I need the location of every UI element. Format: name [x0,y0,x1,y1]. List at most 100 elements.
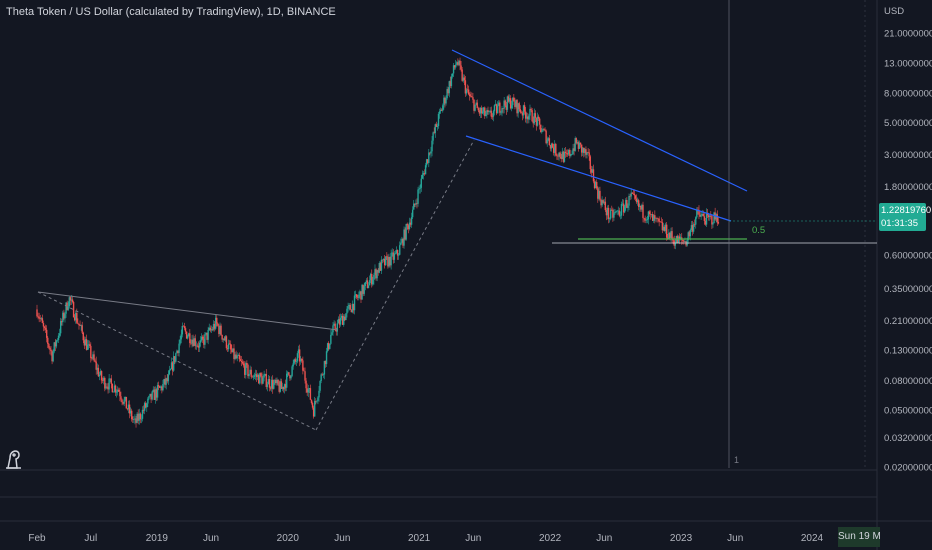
axis-currency-label[interactable]: USD [884,6,905,17]
candle-body [218,325,220,335]
candle-body [614,212,616,214]
candle-body [656,218,658,219]
candle-body [557,155,559,157]
candle-body [81,325,83,333]
candle-body [255,374,258,377]
candle-body [352,303,355,311]
candle-body [476,102,478,109]
candle-body [552,147,555,153]
candle-body [484,107,486,116]
candle-body [702,213,704,217]
current-price-value: 1.22819760 [881,205,932,216]
candle-body [529,108,531,116]
candle-body [296,353,299,362]
candle-body [182,325,185,327]
candle-body [216,317,218,324]
candle-body [665,224,668,238]
candle-body [264,373,266,376]
candle-body [505,105,508,110]
candle-body [692,224,695,232]
candle-body [520,112,523,113]
candle-body [483,107,485,112]
candle-body [597,188,599,199]
candle-body [151,391,153,400]
candle-body [587,152,589,153]
candle-body [340,315,343,318]
candle-body [562,151,565,162]
candle-body [642,204,644,218]
candle-body [87,344,90,345]
candle-body [434,124,436,133]
candle-body [295,361,298,363]
candle-body [58,333,61,336]
candle-body [363,286,365,294]
tradingview-logo-icon[interactable] [4,446,24,470]
candle-body [52,351,54,362]
candle-body [224,336,227,341]
candle-body [378,262,380,273]
candle-body [225,336,228,349]
candle-body [498,102,500,106]
candle-body [269,387,272,389]
candle-body [287,372,289,374]
candle-body [617,210,619,212]
candle-body [168,370,171,375]
candle-body [458,60,460,65]
candle-body [259,373,261,384]
candle-body [489,110,491,112]
candle-body [339,317,342,325]
candle-body [397,254,400,256]
candle-body [367,285,370,289]
candle-body [465,89,468,94]
candle-body [599,190,601,200]
candle-body [519,109,521,113]
y-tick-label: 0.13000000 [884,346,932,357]
candle-body [568,149,570,155]
candle-body [91,358,93,359]
candle-body [491,116,494,118]
candle-body [193,338,195,346]
candle-body [704,220,707,225]
candle-body [165,378,167,385]
candle-body [67,306,69,310]
candle-body [112,391,115,393]
candle-body [92,354,94,359]
candle-body [428,152,430,163]
candle-body [183,326,186,329]
candle-body [517,103,519,114]
candle-body [236,355,238,359]
candle-body [235,354,237,359]
candle-body [696,209,698,218]
grey-dashed-uptrend [315,139,475,431]
candle-body [422,173,425,175]
candle-body [345,313,347,321]
candle-body [273,383,275,389]
candle-body [343,316,345,325]
candle-body [591,169,594,173]
candle-body [424,165,427,175]
candle-body [157,385,160,387]
candle-body [75,313,77,321]
candle-body [383,258,386,266]
candle-body [186,336,189,339]
candle-body [140,418,143,420]
candle-body [262,377,264,384]
candle-body [195,345,198,347]
candle-body [115,391,118,393]
candle-body [409,222,412,225]
grey-resistance-line [37,291,339,331]
candle-body [392,252,394,260]
candle-body [344,316,346,321]
candle-body [441,109,443,111]
candle-body [56,339,59,341]
candle-body [209,327,211,331]
candle-body [358,294,360,298]
candle-body [410,217,413,225]
candle-body [631,192,633,194]
candle-body [217,323,219,326]
price-axis: 21.00000000 13.00000000 8.00000000 5.000000… [884,29,932,474]
candle-body [695,217,697,225]
candle-body [86,344,89,350]
